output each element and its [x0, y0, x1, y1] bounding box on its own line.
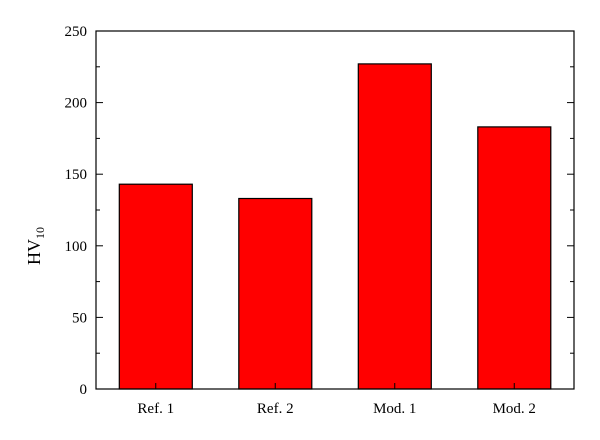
- y-tick-label: 250: [65, 24, 88, 40]
- y-tick-label: 100: [65, 239, 88, 255]
- x-tick-label: Mod. 1: [373, 401, 416, 417]
- y-tick-label: 150: [65, 167, 88, 183]
- x-tick-label: Ref. 1: [137, 401, 174, 417]
- y-tick-label: 50: [72, 310, 87, 326]
- plot-frame: [95, 30, 575, 390]
- y-axis-title-base: HV: [24, 239, 44, 265]
- y-tick-label: 200: [65, 96, 88, 112]
- bar-ref-1: [118, 183, 193, 390]
- x-tick-label: Mod. 2: [493, 401, 536, 417]
- y-axis-title-subscript: 10: [33, 227, 47, 239]
- plot-area: Ref. 1 Ref. 2 Mod. 1 Mod. 2 0 50 100 150 200 250: [65, 24, 575, 417]
- bar-mod-2: [477, 126, 552, 390]
- y-tick-label: 0: [80, 382, 88, 398]
- x-tick-label: Ref. 2: [257, 401, 294, 417]
- y-axis-title: HV10: [24, 227, 47, 265]
- bar-ref-2: [238, 197, 313, 390]
- bar-mod-1: [357, 63, 432, 390]
